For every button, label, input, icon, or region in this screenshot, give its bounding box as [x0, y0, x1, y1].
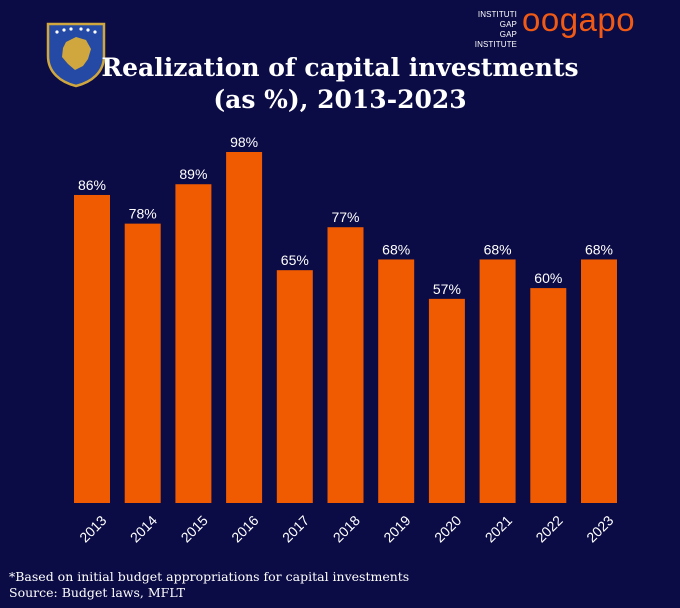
- x-tick-label-2022: 2022: [532, 512, 565, 545]
- x-tick-label-2014: 2014: [127, 512, 160, 545]
- chart-title-line-1: Realization of capital investments: [101, 53, 579, 82]
- bar-2015: [175, 184, 212, 504]
- data-label-2014: 78%: [129, 206, 157, 222]
- bar-2023: [581, 259, 617, 503]
- data-label-2023: 68%: [585, 241, 613, 257]
- data-label-2013: 86%: [78, 177, 106, 193]
- footnote: *Based on initial budget appropriations …: [9, 569, 409, 601]
- bar-2016: [226, 152, 263, 503]
- footnote-source: Source: Budget laws, MFLT: [9, 585, 185, 600]
- data-label-2017: 65%: [281, 252, 309, 268]
- x-tick-label-2016: 2016: [228, 512, 261, 545]
- gap-institute-logo: INSTITUTI GAP GAP INSTITUTE oogapo: [462, 1, 674, 49]
- bar-2022: [530, 288, 567, 503]
- emblem-map: [62, 37, 91, 70]
- chart-title-line-2: (as %), 2013-2023: [213, 85, 467, 114]
- kosovo-emblem: [46, 22, 106, 88]
- logo-wordmark: oogapo: [522, 1, 636, 38]
- data-label-2019: 68%: [382, 241, 410, 257]
- data-label-2015: 89%: [179, 166, 207, 182]
- x-tick-label-2020: 2020: [431, 512, 464, 545]
- bar-2017: [276, 270, 313, 503]
- x-tick-label-2017: 2017: [279, 512, 312, 545]
- data-label-2022: 60%: [534, 270, 562, 286]
- emblem-stars: [55, 27, 97, 34]
- bar-2020: [428, 298, 465, 503]
- data-label-2020: 57%: [433, 281, 461, 297]
- bar-2021: [479, 259, 516, 503]
- footnote-note: *Based on initial budget appropriations …: [9, 569, 410, 584]
- x-tick-label-2023: 2023: [583, 512, 616, 545]
- logo-line-1: INSTITUTI GAP: [477, 10, 517, 29]
- logo-text: INSTITUTI GAP GAP INSTITUTE: [462, 10, 517, 50]
- bar-2014: [124, 223, 161, 503]
- data-label-2021: 68%: [484, 241, 512, 257]
- x-tick-label-2021: 2021: [482, 512, 515, 545]
- bar-2013: [74, 194, 110, 503]
- bar-2019: [378, 259, 415, 503]
- logo-line-2: GAP INSTITUTE: [474, 30, 517, 49]
- x-tick-label-2019: 2019: [380, 512, 413, 545]
- bar-2018: [327, 227, 364, 503]
- x-tick-label-2018: 2018: [330, 512, 363, 545]
- data-label-2018: 77%: [331, 209, 359, 225]
- x-tick-label-2013: 2013: [76, 512, 109, 545]
- bar-chart: 86% 2013 78% 2014 89% 2015 98% 2016 65% 2017 77% 20…: [74, 134, 617, 546]
- chart-title: Realization of capital investments (as %…: [60, 52, 620, 116]
- x-tick-label-2015: 2015: [178, 512, 211, 545]
- data-label-2016: 98%: [230, 134, 258, 150]
